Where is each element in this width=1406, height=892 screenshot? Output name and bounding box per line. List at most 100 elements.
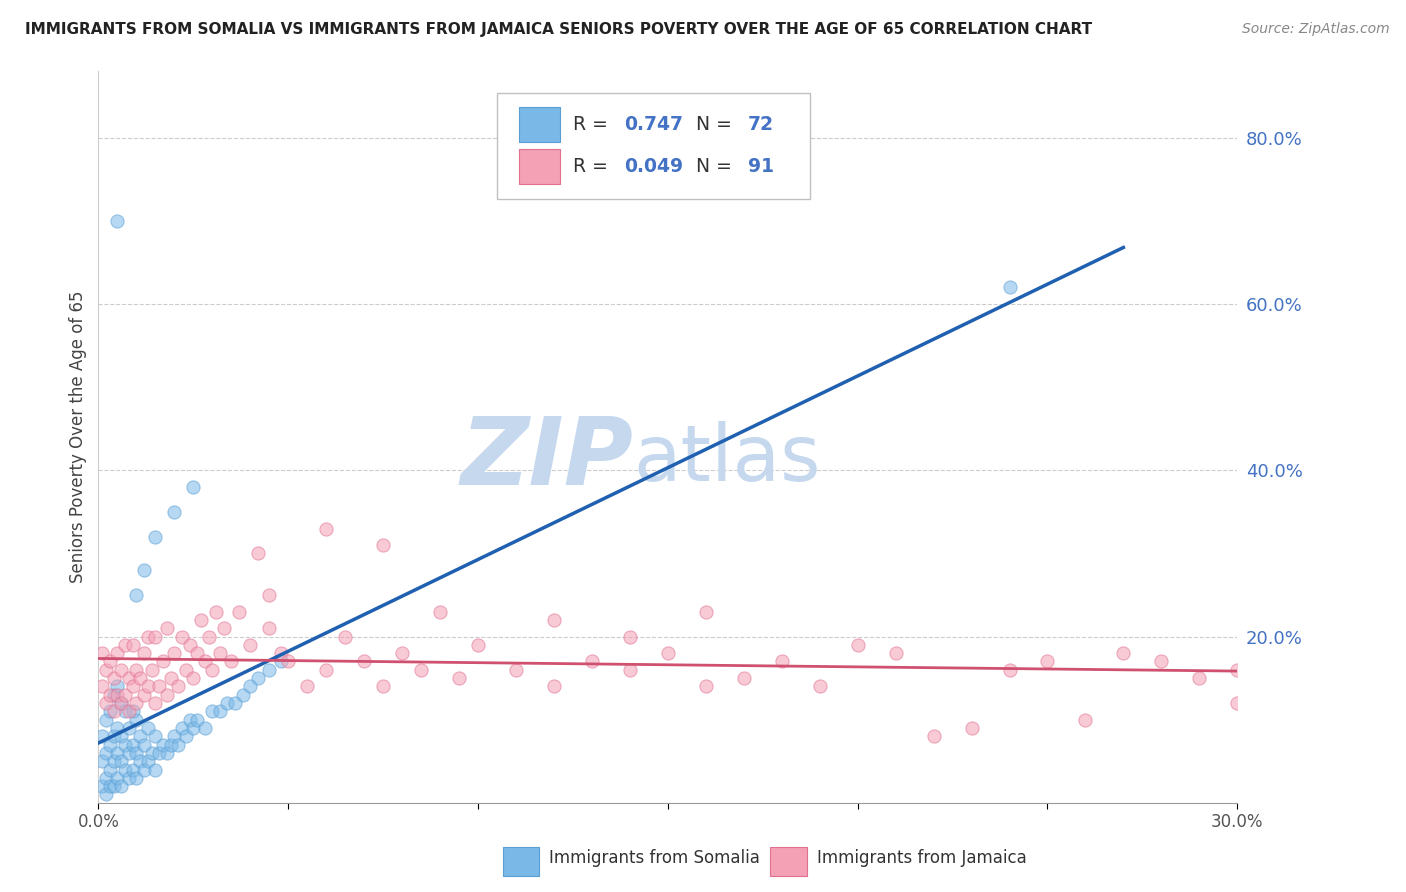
Text: ZIP: ZIP (461, 413, 634, 505)
FancyBboxPatch shape (770, 847, 807, 876)
Point (103, 729, 125, 743)
Point (505, 663, 527, 677)
Point (232, 688, 254, 702)
Point (277, 655, 299, 669)
Point (205, 605, 228, 619)
Point (114, 638, 136, 652)
Point (110, 696, 132, 710)
Point (129, 671, 152, 685)
Point (121, 738, 143, 752)
Point (141, 746, 163, 760)
Point (543, 680, 565, 694)
Point (136, 680, 159, 694)
Point (107, 688, 129, 702)
Text: 0.747: 0.747 (624, 115, 683, 135)
Point (121, 705, 143, 719)
Point (1150, 655, 1173, 669)
Point (1226, 696, 1249, 710)
Point (186, 713, 208, 727)
Point (315, 663, 337, 677)
Point (657, 646, 679, 660)
Text: R =: R = (574, 157, 614, 176)
Point (107, 680, 129, 694)
Point (270, 655, 292, 669)
Point (1112, 646, 1135, 660)
Point (429, 605, 451, 619)
Point (107, 771, 129, 785)
Point (174, 729, 197, 743)
Point (125, 771, 148, 785)
Text: 0.049: 0.049 (624, 157, 683, 176)
Point (94, 663, 117, 677)
Point (118, 771, 141, 785)
Point (107, 646, 129, 660)
Point (98, 738, 121, 752)
Point (246, 671, 269, 685)
Point (183, 480, 205, 494)
Text: N =: N = (696, 157, 738, 176)
Point (121, 680, 143, 694)
Point (91, 779, 114, 793)
Point (125, 713, 148, 727)
Point (167, 738, 190, 752)
Point (371, 680, 394, 694)
Point (239, 680, 262, 694)
Point (103, 688, 125, 702)
Point (129, 729, 152, 743)
Point (118, 705, 141, 719)
Point (163, 505, 186, 519)
Point (136, 630, 159, 644)
Point (1074, 713, 1097, 727)
Point (103, 705, 125, 719)
Point (1188, 671, 1211, 685)
Point (467, 638, 489, 652)
Point (246, 546, 269, 560)
FancyBboxPatch shape (503, 847, 538, 876)
Point (110, 729, 132, 743)
Point (152, 655, 174, 669)
Point (259, 621, 281, 635)
Y-axis label: Seniors Poverty Over the Age of 65: Seniors Poverty Over the Age of 65 (69, 291, 87, 583)
Point (118, 671, 141, 685)
Point (922, 729, 945, 743)
Point (353, 655, 375, 669)
Point (581, 655, 603, 669)
Point (145, 729, 167, 743)
Point (91, 754, 114, 768)
Point (114, 688, 136, 702)
Point (1036, 655, 1059, 669)
Point (91, 729, 114, 743)
Point (98, 705, 121, 719)
Point (163, 646, 186, 660)
Point (170, 721, 193, 735)
Text: Immigrants from Jamaica: Immigrants from Jamaica (817, 848, 1026, 867)
Point (619, 630, 641, 644)
Point (197, 630, 219, 644)
Text: IMMIGRANTS FROM SOMALIA VS IMMIGRANTS FROM JAMAICA SENIORS POVERTY OVER THE AGE : IMMIGRANTS FROM SOMALIA VS IMMIGRANTS FR… (25, 22, 1092, 37)
Point (167, 680, 190, 694)
Point (998, 280, 1021, 294)
Point (335, 630, 357, 644)
Point (156, 688, 179, 702)
Point (808, 680, 831, 694)
Point (239, 638, 262, 652)
Point (132, 646, 155, 660)
Text: atlas: atlas (634, 421, 821, 497)
Point (114, 763, 136, 777)
Point (91, 646, 114, 660)
Point (543, 613, 565, 627)
Point (884, 646, 907, 660)
Point (148, 746, 170, 760)
Point (107, 746, 129, 760)
Point (159, 738, 181, 752)
Point (91, 680, 114, 694)
Point (98, 688, 121, 702)
Point (107, 214, 129, 228)
Point (98, 763, 121, 777)
Point (110, 663, 132, 677)
Point (98, 779, 121, 793)
Text: Source: ZipAtlas.com: Source: ZipAtlas.com (1241, 22, 1389, 37)
Point (156, 746, 179, 760)
Point (103, 671, 125, 685)
Point (156, 621, 179, 635)
